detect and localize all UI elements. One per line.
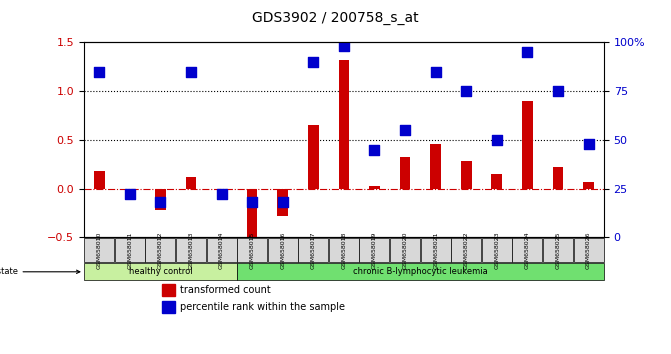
FancyBboxPatch shape: [574, 238, 604, 262]
Text: GSM658010: GSM658010: [97, 232, 102, 269]
Text: GSM658012: GSM658012: [158, 232, 163, 269]
Text: transformed count: transformed count: [180, 285, 271, 295]
FancyBboxPatch shape: [237, 238, 267, 262]
Text: GSM658013: GSM658013: [189, 232, 193, 269]
Text: GSM658024: GSM658024: [525, 232, 530, 269]
FancyBboxPatch shape: [299, 238, 328, 262]
FancyBboxPatch shape: [84, 238, 114, 262]
Text: GSM658017: GSM658017: [311, 232, 316, 269]
Bar: [369, 185, 380, 189]
Bar: [162, 301, 175, 313]
Text: GSM658020: GSM658020: [403, 232, 407, 269]
Bar: [308, 125, 319, 189]
Point: [247, 199, 258, 205]
Point: [94, 69, 105, 75]
Text: healthy control: healthy control: [129, 267, 192, 276]
Point: [491, 137, 502, 143]
Text: GSM658019: GSM658019: [372, 232, 377, 269]
Point: [583, 141, 594, 147]
Point: [308, 59, 319, 65]
Point: [155, 199, 166, 205]
Point: [186, 69, 197, 75]
Point: [338, 44, 349, 49]
Bar: [277, 189, 288, 216]
FancyBboxPatch shape: [146, 238, 175, 262]
Bar: [247, 189, 258, 239]
Bar: [583, 182, 594, 189]
Bar: [430, 144, 441, 189]
Bar: [491, 174, 502, 189]
Text: GSM658021: GSM658021: [433, 232, 438, 269]
Text: GSM658026: GSM658026: [586, 232, 591, 269]
Text: chronic B-lymphocytic leukemia: chronic B-lymphocytic leukemia: [353, 267, 488, 276]
Text: GDS3902 / 200758_s_at: GDS3902 / 200758_s_at: [252, 11, 419, 25]
Point: [400, 127, 411, 133]
Point: [277, 199, 288, 205]
Bar: [155, 189, 166, 210]
Point: [369, 147, 380, 153]
Bar: [461, 161, 472, 189]
Point: [522, 50, 533, 55]
FancyBboxPatch shape: [329, 238, 359, 262]
Text: percentile rank within the sample: percentile rank within the sample: [180, 302, 345, 313]
Text: GSM658015: GSM658015: [250, 232, 254, 269]
Text: GSM658011: GSM658011: [127, 232, 132, 269]
Bar: [94, 171, 105, 189]
FancyBboxPatch shape: [543, 238, 573, 262]
Text: GSM658018: GSM658018: [342, 232, 346, 269]
FancyBboxPatch shape: [421, 238, 451, 262]
Text: GSM658023: GSM658023: [495, 232, 499, 269]
Text: disease state: disease state: [0, 267, 80, 276]
Text: GSM658022: GSM658022: [464, 232, 469, 269]
Bar: [162, 284, 175, 296]
Point: [430, 69, 441, 75]
Bar: [216, 189, 227, 190]
Point: [461, 88, 472, 94]
Text: GSM658014: GSM658014: [219, 232, 224, 269]
FancyBboxPatch shape: [452, 238, 481, 262]
FancyBboxPatch shape: [268, 238, 298, 262]
Text: GSM658025: GSM658025: [556, 232, 560, 269]
FancyBboxPatch shape: [513, 238, 542, 262]
Point: [553, 88, 564, 94]
Bar: [400, 158, 411, 189]
Point: [124, 192, 135, 197]
Bar: [186, 177, 197, 189]
FancyBboxPatch shape: [84, 263, 237, 280]
FancyBboxPatch shape: [207, 238, 236, 262]
FancyBboxPatch shape: [482, 238, 512, 262]
FancyBboxPatch shape: [360, 238, 389, 262]
FancyBboxPatch shape: [176, 238, 206, 262]
FancyBboxPatch shape: [390, 238, 420, 262]
Bar: [339, 60, 349, 189]
FancyBboxPatch shape: [115, 238, 145, 262]
Text: GSM658016: GSM658016: [280, 232, 285, 269]
Bar: [553, 167, 564, 189]
Bar: [124, 189, 135, 190]
Point: [216, 192, 227, 197]
FancyBboxPatch shape: [237, 263, 604, 280]
Bar: [522, 101, 533, 189]
